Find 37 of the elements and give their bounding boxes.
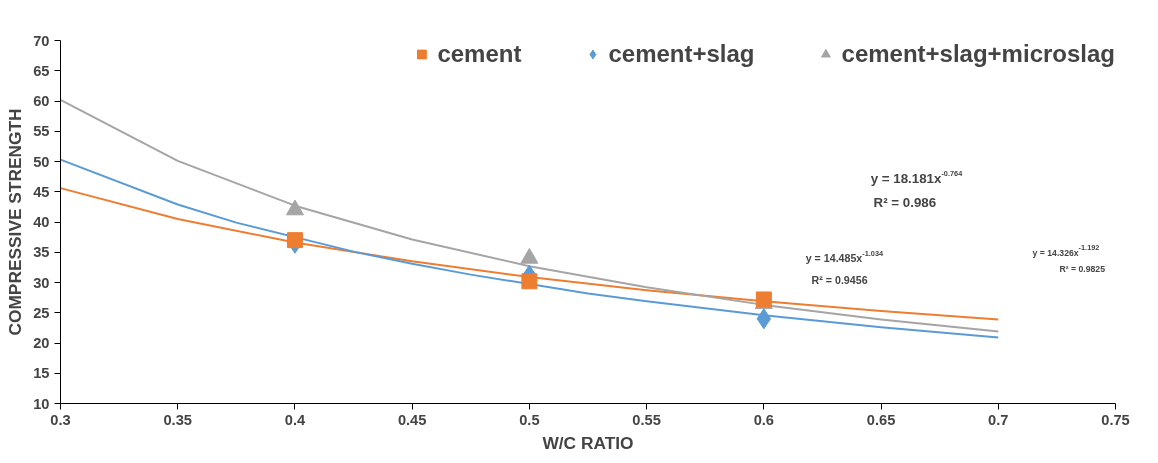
x-tick-label: 0.75 <box>1101 411 1130 428</box>
y-tick-label: 45 <box>33 183 50 200</box>
y-tick-label: 25 <box>33 304 50 321</box>
x-tick-label: 0.45 <box>397 411 427 428</box>
y-tick-label: 35 <box>33 244 50 261</box>
point <box>286 232 303 249</box>
y-tick-label: 65 <box>33 62 50 79</box>
legend-label: cement+slag <box>608 40 755 68</box>
y-tick-label: 15 <box>33 365 50 382</box>
x-tick-label: 0.6 <box>753 411 775 428</box>
annotation: R² = 0.9825 <box>1059 264 1106 275</box>
x-tick-label: 0.7 <box>988 411 1009 428</box>
annotation: R² = 0.986 <box>873 194 937 210</box>
y-tick-label: 10 <box>33 395 50 412</box>
line-series <box>60 187 1000 321</box>
line-series <box>60 158 1000 339</box>
y-tick-label: 40 <box>33 214 50 230</box>
x-tick-label: 0.5 <box>519 411 540 428</box>
x-tick-label: 0.65 <box>866 411 896 428</box>
line-series <box>60 98 1000 333</box>
x-tick-label: 0.3 <box>50 411 71 428</box>
y-axis-title: COMPRESSIVE STRENGTH <box>5 108 26 336</box>
x-axis-title: W/C RATIO <box>542 432 634 453</box>
annotation: R² = 0.9456 <box>811 274 868 287</box>
y-tick-label: 55 <box>33 123 50 140</box>
x-tick-label: 0.35 <box>163 411 192 428</box>
y-tick-label: 20 <box>33 335 50 351</box>
y-tick-label: 60 <box>33 93 50 109</box>
x-tick-label: 0.4 <box>284 411 306 428</box>
point <box>521 273 538 290</box>
y-tick-label: 30 <box>33 274 50 291</box>
point <box>285 199 304 216</box>
y-tick-label: 50 <box>33 153 50 170</box>
x-tick-label: 0.55 <box>632 411 661 428</box>
legend-label: cement <box>437 40 522 68</box>
legend-label: cement+slag+microslag <box>841 40 1115 68</box>
y-tick-label: 70 <box>33 32 50 49</box>
